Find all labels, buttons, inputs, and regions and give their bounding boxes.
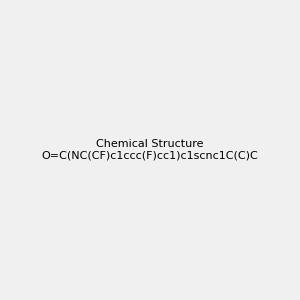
- Text: Chemical Structure
O=C(NC(CF)c1ccc(F)cc1)c1scnc1C(C)C: Chemical Structure O=C(NC(CF)c1ccc(F)cc1…: [42, 139, 258, 161]
